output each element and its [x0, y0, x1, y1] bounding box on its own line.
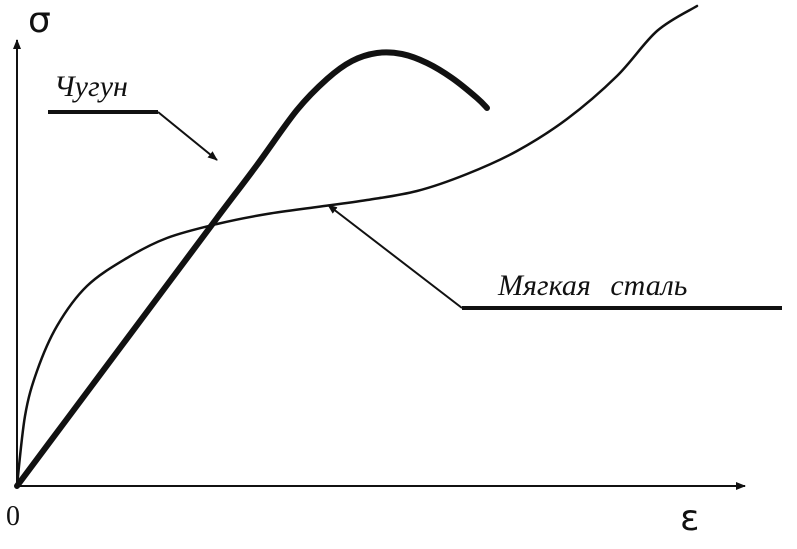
origin-label: 0	[6, 501, 20, 532]
leader-line-cast-iron	[157, 111, 218, 161]
leader-line-mild-steel	[327, 204, 463, 309]
series-label-cast-iron: Чугун	[54, 70, 128, 103]
series-line-cast-iron	[14, 49, 490, 489]
x-axis-label: ε	[680, 498, 699, 539]
y-axis-label: σ	[28, 0, 51, 41]
series-label-mild-steel: Мягкая сталь	[497, 269, 687, 302]
series-line-mild-steel	[15, 4, 699, 488]
